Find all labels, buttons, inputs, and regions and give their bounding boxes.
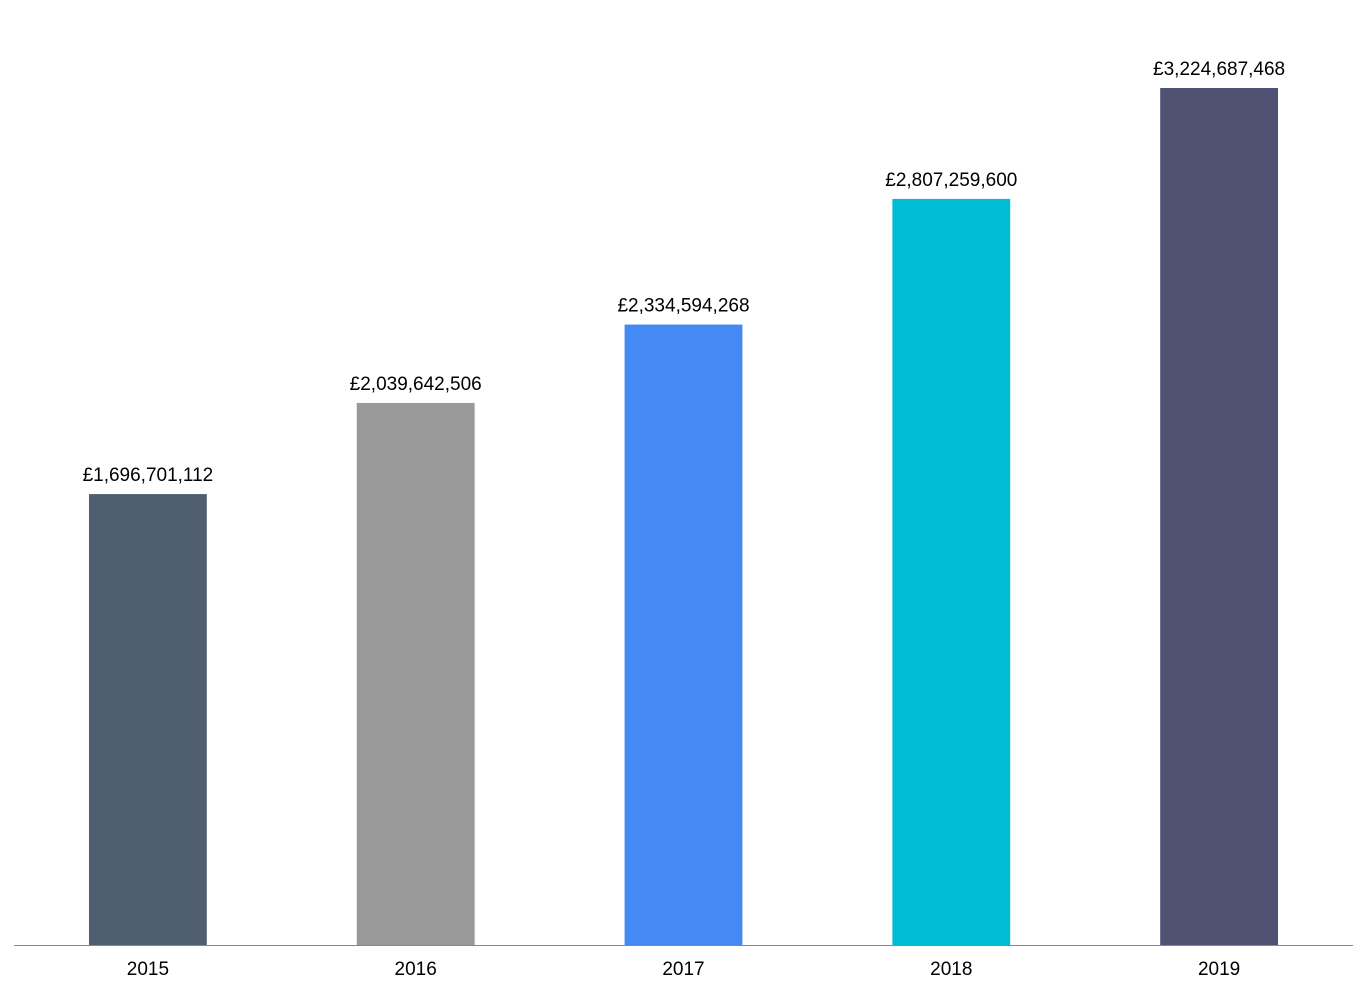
value-label: £2,807,259,600 xyxy=(885,170,1017,191)
value-label: £2,039,642,506 xyxy=(350,374,482,395)
value-label: £1,696,701,112 xyxy=(83,465,214,486)
x-tick-label: 2019 xyxy=(1198,959,1240,980)
value-label: £2,334,594,268 xyxy=(617,296,749,317)
bar xyxy=(356,402,475,945)
bar xyxy=(88,494,207,945)
x-tick-label: 2018 xyxy=(930,959,972,980)
bar xyxy=(624,324,743,946)
x-tick-label: 2017 xyxy=(662,959,704,980)
x-tick-label: 2015 xyxy=(127,959,169,980)
value-label: £3,224,687,468 xyxy=(1153,59,1285,80)
bar xyxy=(892,198,1011,946)
x-tick-label: 2016 xyxy=(395,959,437,980)
bar xyxy=(1160,88,1279,945)
